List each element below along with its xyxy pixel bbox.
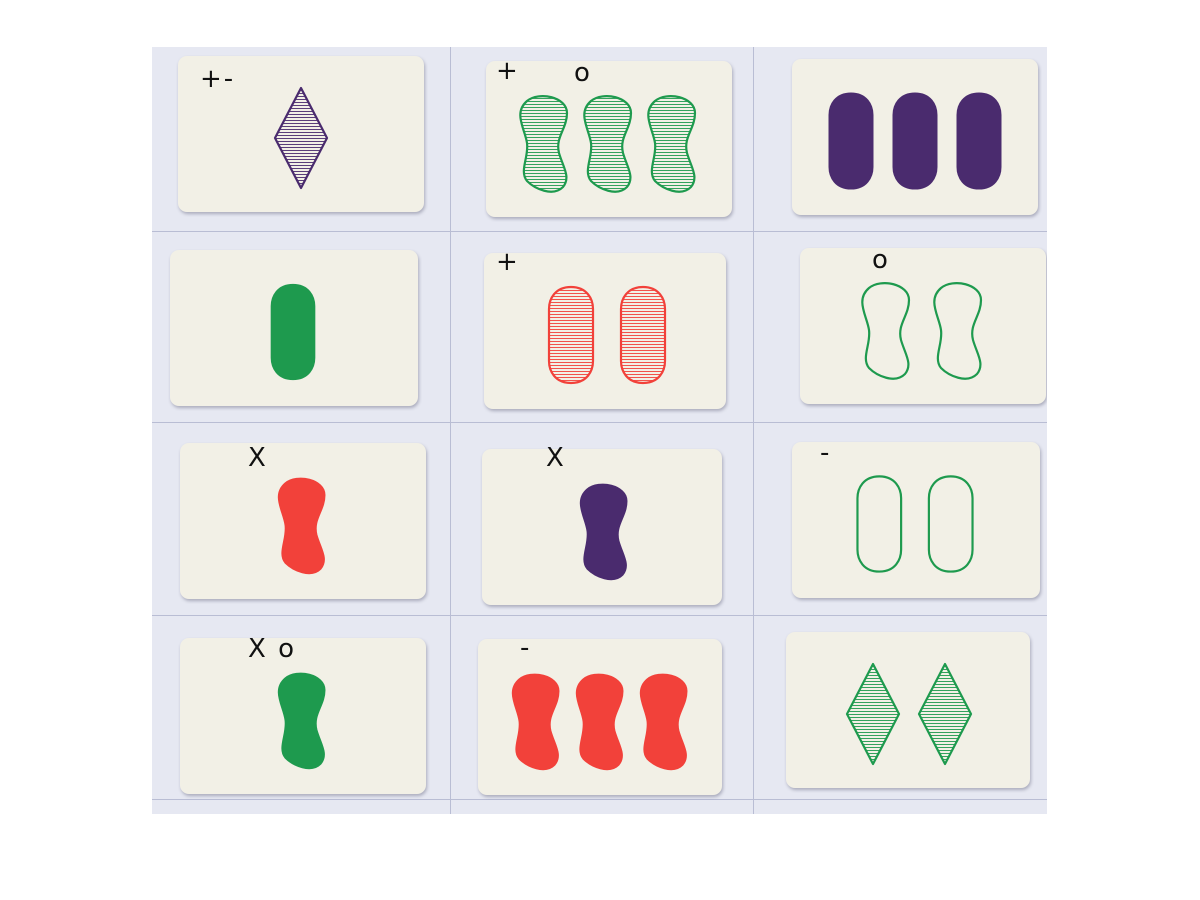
squiggle-symbol — [277, 672, 326, 770]
squiggle-symbol — [647, 95, 697, 193]
card-symbols — [828, 92, 1002, 190]
squiggle-symbol — [639, 673, 688, 771]
card-mark: - — [520, 633, 532, 663]
card-symbols — [579, 483, 628, 581]
card-mark: o — [872, 245, 890, 275]
oval-symbol — [270, 283, 316, 381]
squiggle-symbol — [933, 282, 983, 380]
card-r3-c3[interactable]: - — [792, 438, 1040, 598]
card-symbols — [845, 662, 973, 766]
card-symbols — [856, 475, 974, 573]
card-r2-c3[interactable]: o — [800, 245, 1046, 404]
grid-line — [152, 615, 1047, 616]
game-board: +- + o + o X X - X o - — [152, 47, 1047, 814]
card-symbols — [277, 672, 326, 770]
card-mark-secondary: o — [574, 58, 592, 88]
card-mark: +- — [200, 64, 236, 94]
card-r3-c1[interactable]: X — [180, 443, 426, 599]
squiggle-symbol — [277, 477, 326, 575]
oval-symbol — [547, 285, 595, 385]
card-r4-c2[interactable]: - — [478, 635, 722, 795]
grid-line — [152, 422, 1047, 423]
card-r2-c1[interactable] — [170, 250, 418, 406]
squiggle-symbol — [519, 95, 569, 193]
oval-symbol — [856, 475, 903, 573]
squiggle-symbol — [511, 673, 560, 771]
card-mark: + — [496, 56, 520, 86]
grid-line — [450, 47, 451, 814]
oval-symbol — [956, 92, 1002, 190]
diamond-symbol — [273, 86, 329, 190]
oval-symbol — [828, 92, 874, 190]
card-mark: X — [546, 443, 566, 473]
card-mark: X o — [248, 634, 296, 664]
card-r1-c3[interactable] — [792, 59, 1038, 215]
squiggle-symbol — [579, 483, 628, 581]
oval-symbol — [892, 92, 938, 190]
grid-line — [753, 47, 754, 814]
card-r1-c2[interactable]: + o — [486, 56, 732, 217]
card-r4-c1[interactable]: X o — [180, 634, 426, 794]
card-symbols — [277, 477, 326, 575]
card-symbols — [273, 86, 329, 190]
card-symbols — [519, 95, 697, 193]
card-mark: X — [248, 443, 268, 473]
squiggle-symbol — [583, 95, 633, 193]
card-symbols — [861, 282, 983, 380]
diamond-symbol — [917, 662, 973, 766]
card-symbols — [511, 673, 688, 771]
squiggle-symbol — [575, 673, 624, 771]
grid-line — [152, 231, 1047, 232]
card-r3-c2[interactable]: X — [482, 445, 722, 605]
card-mark: - — [820, 438, 832, 468]
grid-line — [152, 799, 1047, 800]
card-symbols — [547, 285, 667, 385]
oval-symbol — [927, 475, 974, 573]
card-r2-c2[interactable]: + — [484, 249, 726, 409]
squiggle-symbol — [861, 282, 911, 380]
card-r1-c1[interactable]: +- — [178, 56, 424, 212]
diamond-symbol — [845, 662, 901, 766]
oval-symbol — [619, 285, 667, 385]
card-r4-c3[interactable] — [786, 632, 1030, 788]
card-symbols — [270, 283, 316, 381]
card-mark: + — [496, 247, 520, 277]
